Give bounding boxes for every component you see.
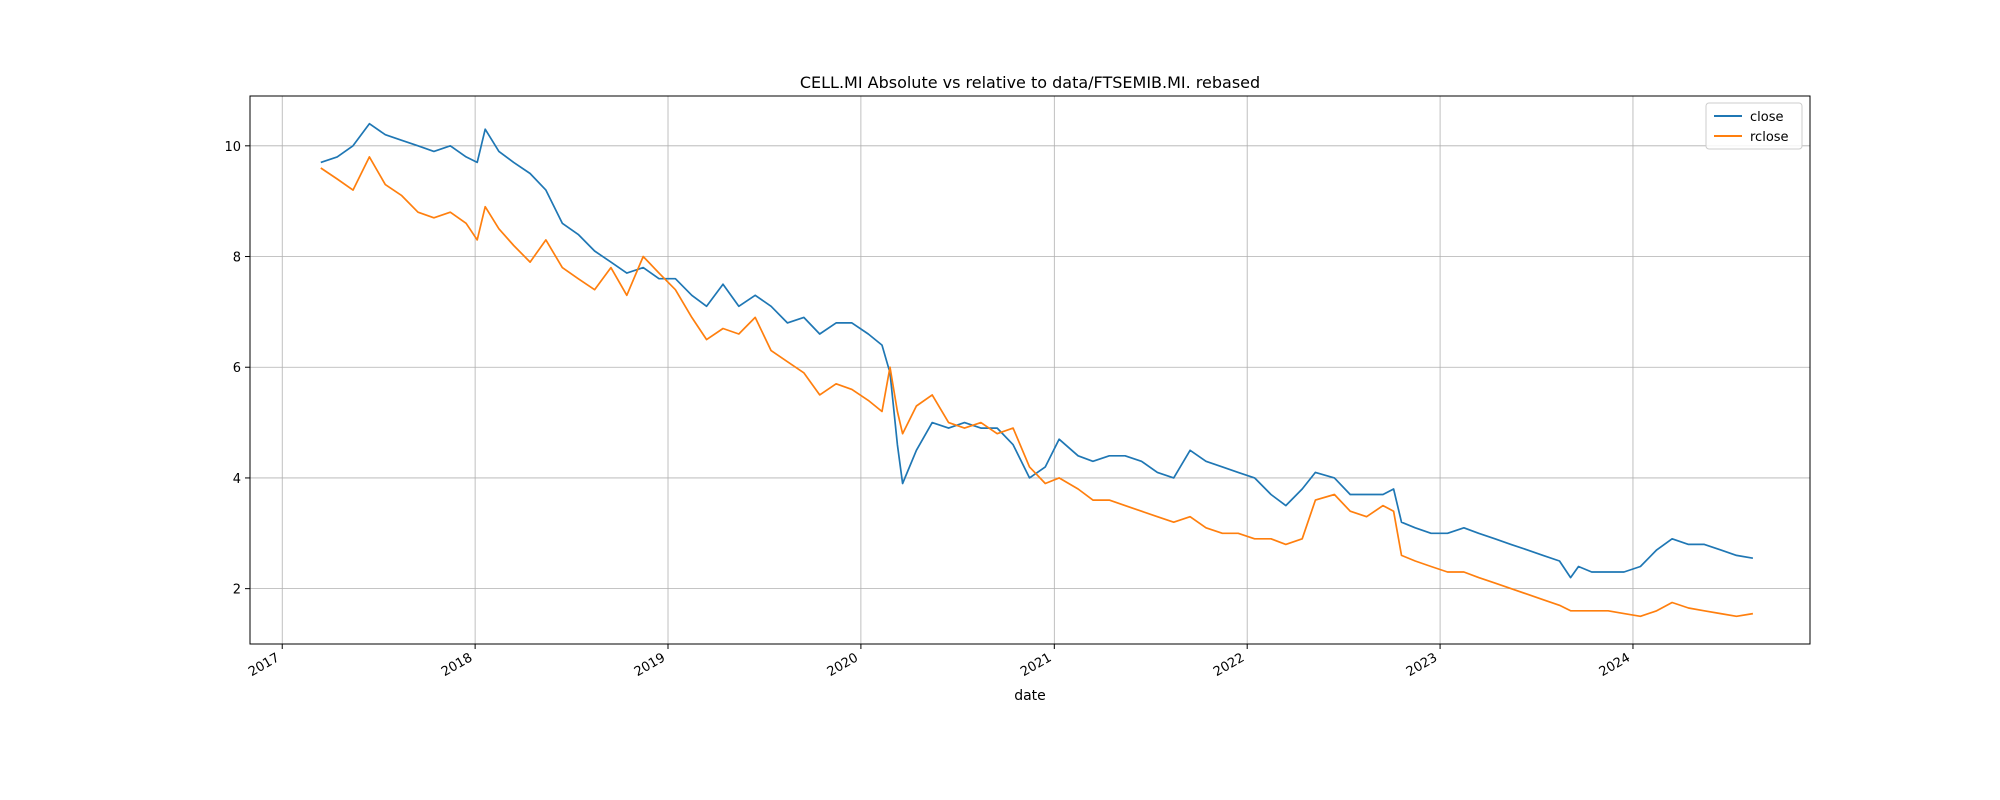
grid [250, 96, 1810, 644]
y-tick-label: 6 [233, 361, 241, 376]
y-tick-label: 2 [233, 583, 241, 598]
legend: close rclose [1705, 102, 1803, 150]
legend-label-close: close [1750, 110, 1783, 125]
series-line-close [320, 122, 1754, 579]
y-axis-ticks: 2 4 6 8 10 [224, 140, 250, 598]
series-line-rclose [320, 156, 1754, 618]
series-lines [320, 122, 1754, 618]
x-axis-label: date [1014, 688, 1046, 704]
y-tick-label: 4 [233, 472, 241, 487]
y-tick-label: 8 [233, 251, 241, 266]
legend-label-rclose: rclose [1750, 130, 1789, 145]
legend-box [1705, 102, 1803, 150]
plot-frame [249, 95, 1811, 645]
chart-title: CELL.MI Absolute vs relative to data/FTS… [800, 73, 1260, 92]
y-tick-label: 10 [224, 140, 241, 155]
